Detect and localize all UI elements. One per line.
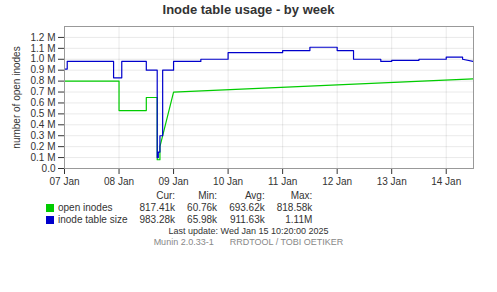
svg-text:1.2 M: 1.2 M <box>30 32 55 43</box>
svg-text:0.4 M: 0.4 M <box>30 119 55 130</box>
svg-text:0.0: 0.0 <box>42 163 56 174</box>
svg-text:number of open inodes: number of open inodes <box>11 46 22 148</box>
html-text:Avg:: Avg: <box>244 190 265 201</box>
svg-text:11 Jan: 11 Jan <box>268 176 297 187</box>
html-text:Min:: Min: <box>198 190 218 201</box>
html-text:60.76k: 60.76k <box>187 202 218 213</box>
html-text:693.62k: 693.62k <box>229 202 265 213</box>
svg-text:0.9 M: 0.9 M <box>30 64 55 75</box>
svg-text:08 Jan: 08 Jan <box>104 176 134 187</box>
html-text:Munin 2.0.33-1: Munin 2.0.33-1 <box>153 237 214 247</box>
html-text:911.63k: 911.63k <box>229 214 265 225</box>
svg-text:10 Jan: 10 Jan <box>213 176 243 187</box>
svg-text:14 Jan: 14 Jan <box>431 176 461 187</box>
svg-text:0.5 M: 0.5 M <box>30 108 55 119</box>
svg-text:0.3 M: 0.3 M <box>30 130 55 141</box>
html-text:RRDTOOL / TOBI OETIKER: RRDTOOL / TOBI OETIKER <box>229 237 344 247</box>
html-text:Cur:: Cur: <box>156 190 176 201</box>
svg-text:1.1 M: 1.1 M <box>30 43 55 54</box>
svg-text:0.6 M: 0.6 M <box>30 97 55 108</box>
html-text:1.11M: 1.11M <box>285 214 313 225</box>
html-text:818.58k: 818.58k <box>276 202 313 213</box>
svg-text:0.7 M: 0.7 M <box>30 86 55 97</box>
svg-text:12 Jan: 12 Jan <box>322 176 352 187</box>
html-text:817.41k: 817.41k <box>139 202 176 213</box>
html-text:Max:: Max: <box>290 190 313 201</box>
svg-text:09 Jan: 09 Jan <box>159 176 189 187</box>
svg-text:0.1 M: 0.1 M <box>30 152 55 163</box>
html-text:65.98k: 65.98k <box>187 214 218 225</box>
html-text:Inode table usage - by week: Inode table usage - by week <box>162 2 335 17</box>
svg-text:0.2 M: 0.2 M <box>30 141 55 152</box>
svg-text:0.8 M: 0.8 M <box>30 75 55 86</box>
svg-text:1.0 M: 1.0 M <box>30 53 55 64</box>
svg-text:13 Jan: 13 Jan <box>377 176 407 187</box>
html-text:open inodes: open inodes <box>58 202 113 213</box>
html-text:Last update: Wed Jan 15 10:20:: Last update: Wed Jan 15 10:20:00 2025 <box>168 226 329 236</box>
html-text:inode table size: inode table size <box>58 214 128 225</box>
svg-text:07 Jan: 07 Jan <box>49 176 79 187</box>
html-text:983.28k: 983.28k <box>139 214 176 225</box>
